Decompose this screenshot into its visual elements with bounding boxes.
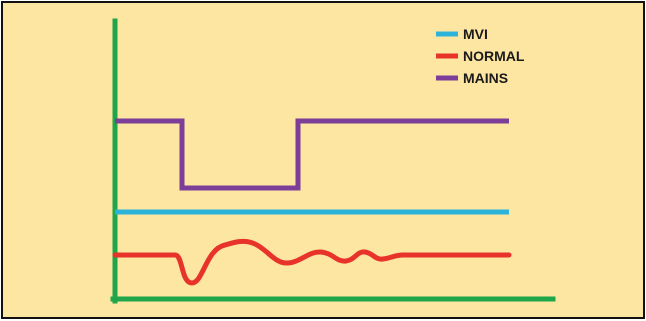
legend: MVI NORMAL MAINS	[436, 26, 525, 86]
legend-label-mvi: MVI	[463, 26, 488, 42]
legend-label-normal: NORMAL	[463, 48, 525, 64]
series-line-mains	[115, 118, 509, 191]
line-chart: MVI NORMAL MAINS	[110, 18, 556, 304]
legend-label-mains: MAINS	[463, 70, 508, 86]
series-line-normal	[112, 238, 512, 286]
